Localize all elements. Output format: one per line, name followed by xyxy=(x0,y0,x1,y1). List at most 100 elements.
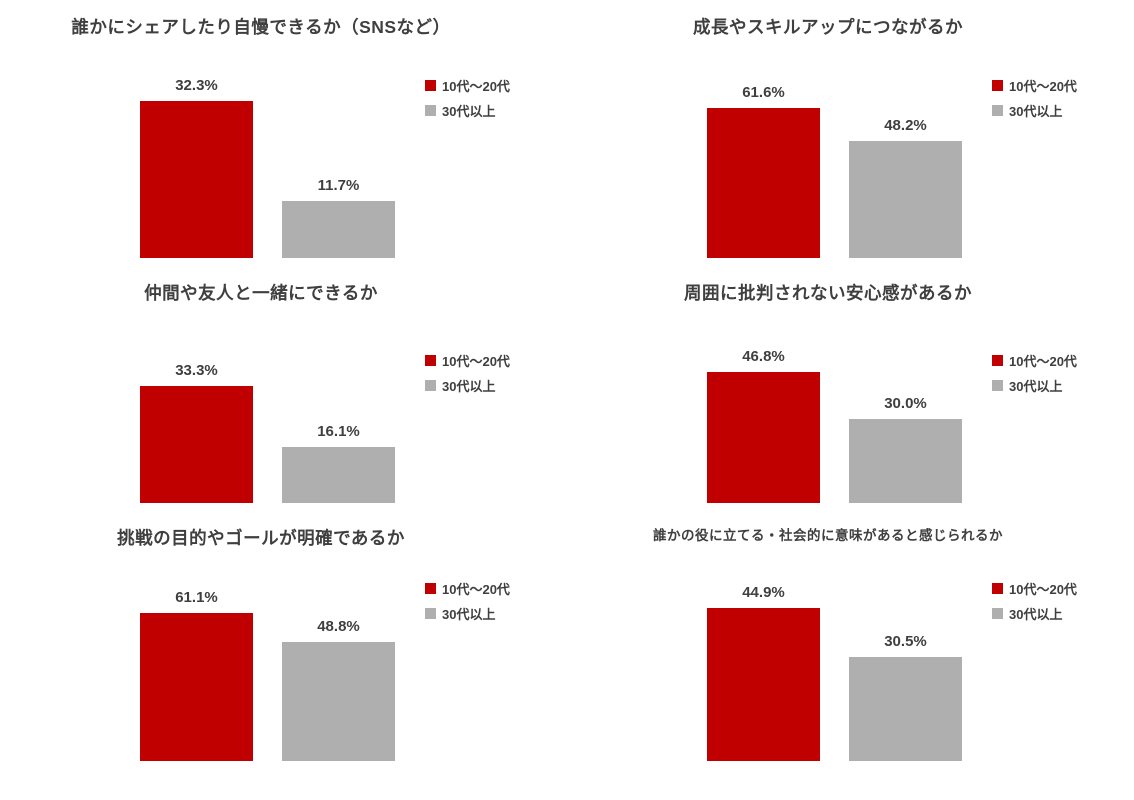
chart-title: 周囲に批判されない安心感があるか xyxy=(684,283,972,303)
legend-label: 30代以上 xyxy=(1009,379,1063,394)
bar-value-label: 30.0% xyxy=(884,395,927,412)
plot-area: 61.1% 48.8% xyxy=(140,565,395,761)
bar-age10-20 xyxy=(140,613,253,761)
chart-panel-growth-skillup: 成長やスキルアップにつながるか 61.6% 48.2% 10代〜20代 xyxy=(567,0,1134,268)
legend-label: 10代〜20代 xyxy=(1009,582,1077,597)
bar-value-label: 48.8% xyxy=(317,618,360,635)
bar-age30plus xyxy=(849,657,962,761)
chart-title: 誰かにシェアしたり自慢できるか（SNSなど） xyxy=(71,17,451,37)
bar-value-label: 46.8% xyxy=(742,348,785,365)
chart-title: 誰かの役に立てる・社会的に意味があると感じられるか xyxy=(653,528,1003,543)
chart-title: 成長やスキルアップにつながるか xyxy=(693,17,963,37)
legend-label: 30代以上 xyxy=(1009,104,1063,119)
bar-value-label: 33.3% xyxy=(175,362,218,379)
bar-value-label: 48.2% xyxy=(884,117,927,134)
legend-swatch-age30plus-icon xyxy=(992,380,1003,391)
bar-age30plus xyxy=(849,141,962,258)
legend-item-age10-20: 10代〜20代 xyxy=(425,579,510,598)
bar-age10-20 xyxy=(707,108,820,258)
chart-body: 33.3% 16.1% 10代〜20代 30代以上 xyxy=(0,337,567,503)
bar-value-label: 30.5% xyxy=(884,633,927,650)
bar-value-label: 44.9% xyxy=(742,584,785,601)
chart-panel-no-criticism-safety: 周囲に批判されない安心感があるか 46.8% 30.0% 10代〜20代 xyxy=(567,268,1134,515)
bar-group-age30plus: 30.5% xyxy=(849,565,962,761)
chart-legend: 10代〜20代 30代以上 xyxy=(425,76,510,120)
chart-title: 挑戦の目的やゴールが明確であるか xyxy=(117,528,405,548)
bar-group-age10-20: 46.8% xyxy=(707,337,820,503)
legend-item-age30plus: 30代以上 xyxy=(425,604,510,623)
chart-legend: 10代〜20代 30代以上 xyxy=(425,579,510,623)
legend-swatch-age10-20-icon xyxy=(992,583,1003,594)
bar-age10-20 xyxy=(140,386,253,503)
legend-label: 10代〜20代 xyxy=(1009,79,1077,94)
chart-panel-with-friends: 仲間や友人と一緒にできるか 33.3% 16.1% 10代〜20代 xyxy=(0,268,567,515)
bar-age30plus xyxy=(282,447,395,503)
legend-swatch-age30plus-icon xyxy=(425,608,436,619)
legend-label: 10代〜20代 xyxy=(442,79,510,94)
bar-value-label: 11.7% xyxy=(317,177,360,194)
legend-swatch-age30plus-icon xyxy=(425,380,436,391)
bar-age10-20 xyxy=(707,372,820,503)
bar-value-label: 32.3% xyxy=(175,77,218,94)
chart-panel-clear-goal: 挑戦の目的やゴールが明確であるか 61.1% 48.8% 10代〜20代 xyxy=(0,515,567,800)
legend-swatch-age30plus-icon xyxy=(425,105,436,116)
bar-value-label: 61.6% xyxy=(742,84,785,101)
legend-swatch-age10-20-icon xyxy=(425,583,436,594)
charts-row-2: 仲間や友人と一緒にできるか 33.3% 16.1% 10代〜20代 xyxy=(0,268,1134,515)
legend-swatch-age10-20-icon xyxy=(425,80,436,91)
bar-age30plus xyxy=(282,201,395,258)
plot-area: 46.8% 30.0% xyxy=(707,337,962,503)
bar-group-age10-20: 32.3% xyxy=(140,62,253,258)
legend-item-age10-20: 10代〜20代 xyxy=(992,351,1077,370)
legend-item-age10-20: 10代〜20代 xyxy=(992,579,1077,598)
chart-legend: 10代〜20代 30代以上 xyxy=(425,351,510,395)
bar-group-age30plus: 48.8% xyxy=(282,565,395,761)
bar-group-age30plus: 30.0% xyxy=(849,337,962,503)
legend-item-age30plus: 30代以上 xyxy=(992,376,1077,395)
plot-area: 61.6% 48.2% xyxy=(707,62,962,258)
bar-value-label: 61.1% xyxy=(175,589,218,606)
legend-swatch-age30plus-icon xyxy=(992,608,1003,619)
legend-item-age30plus: 30代以上 xyxy=(992,604,1077,623)
bar-age10-20 xyxy=(140,101,253,258)
chart-panel-helpful-social-meaning: 誰かの役に立てる・社会的に意味があると感じられるか 44.9% 30.5% xyxy=(567,515,1134,800)
legend-item-age30plus: 30代以上 xyxy=(992,101,1077,120)
bar-group-age10-20: 33.3% xyxy=(140,337,253,503)
legend-label: 30代以上 xyxy=(442,104,496,119)
legend-label: 10代〜20代 xyxy=(442,582,510,597)
legend-label: 30代以上 xyxy=(442,607,496,622)
legend-item-age10-20: 10代〜20代 xyxy=(425,351,510,370)
legend-item-age30plus: 30代以上 xyxy=(425,101,510,120)
bar-group-age10-20: 61.6% xyxy=(707,62,820,258)
legend-item-age10-20: 10代〜20代 xyxy=(992,76,1077,95)
chart-body: 46.8% 30.0% 10代〜20代 30代以上 xyxy=(567,337,1134,503)
legend-label: 10代〜20代 xyxy=(442,354,510,369)
bar-age30plus xyxy=(849,419,962,503)
legend-label: 30代以上 xyxy=(442,379,496,394)
charts-row-3: 挑戦の目的やゴールが明確であるか 61.1% 48.8% 10代〜20代 xyxy=(0,515,1134,800)
bar-age30plus xyxy=(282,642,395,761)
legend-swatch-age10-20-icon xyxy=(992,355,1003,366)
bar-group-age10-20: 44.9% xyxy=(707,565,820,761)
charts-row-1: 誰かにシェアしたり自慢できるか（SNSなど） 32.3% 11.7% 1 xyxy=(0,0,1134,268)
legend-label: 30代以上 xyxy=(1009,607,1063,622)
chart-legend: 10代〜20代 30代以上 xyxy=(992,579,1077,623)
chart-body: 61.6% 48.2% 10代〜20代 30代以上 xyxy=(567,62,1134,258)
legend-item-age10-20: 10代〜20代 xyxy=(425,76,510,95)
legend-label: 10代〜20代 xyxy=(1009,354,1077,369)
plot-area: 44.9% 30.5% xyxy=(707,565,962,761)
chart-title: 仲間や友人と一緒にできるか xyxy=(144,283,378,303)
legend-swatch-age10-20-icon xyxy=(992,80,1003,91)
plot-area: 33.3% 16.1% xyxy=(140,337,395,503)
plot-area: 32.3% 11.7% xyxy=(140,62,395,258)
bar-group-age30plus: 48.2% xyxy=(849,62,962,258)
bar-group-age30plus: 11.7% xyxy=(282,62,395,258)
chart-legend: 10代〜20代 30代以上 xyxy=(992,351,1077,395)
legend-swatch-age30plus-icon xyxy=(992,105,1003,116)
chart-body: 44.9% 30.5% 10代〜20代 30代以上 xyxy=(567,565,1134,761)
legend-item-age30plus: 30代以上 xyxy=(425,376,510,395)
chart-body: 32.3% 11.7% 10代〜20代 30代以上 xyxy=(0,62,567,258)
bar-group-age30plus: 16.1% xyxy=(282,337,395,503)
bar-value-label: 16.1% xyxy=(317,423,360,440)
